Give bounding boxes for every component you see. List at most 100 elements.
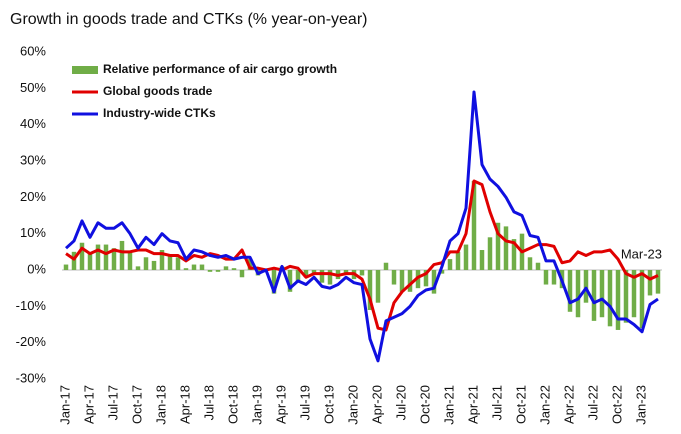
x-tick-label: Oct-21 [513, 385, 528, 424]
x-tick-label: Jan-18 [153, 385, 168, 425]
bar [327, 270, 333, 285]
bar [119, 240, 125, 270]
bar [631, 270, 637, 318]
bar [655, 270, 661, 294]
bar [303, 270, 309, 278]
x-tick-label: Jan-21 [441, 385, 456, 425]
bar [63, 264, 69, 270]
bar [183, 268, 189, 270]
bar [111, 248, 117, 270]
x-tick-label: Apr-18 [177, 385, 192, 424]
bar [487, 237, 493, 270]
bar [343, 270, 349, 274]
bar [159, 250, 165, 270]
bar [167, 255, 173, 270]
bar [575, 270, 581, 318]
legend-swatch [72, 66, 98, 74]
bar [591, 270, 597, 321]
bar [471, 180, 477, 270]
y-tick-label: 40% [20, 116, 46, 131]
bar [551, 270, 557, 285]
bar [271, 270, 277, 294]
bar [447, 259, 453, 270]
bar [423, 270, 429, 287]
bar [223, 266, 229, 270]
x-tick-label: Jul-22 [585, 385, 600, 420]
bar [215, 270, 221, 272]
x-tick-label: Oct-18 [225, 385, 240, 424]
x-tick-label: Oct-19 [321, 385, 336, 424]
bar [151, 260, 157, 270]
bar [311, 270, 317, 274]
bar [407, 270, 413, 292]
bar [207, 270, 213, 272]
y-tick-label: -10% [16, 298, 47, 313]
y-tick-label: 50% [20, 80, 46, 95]
bar [135, 266, 141, 270]
bar [503, 226, 509, 270]
bar [495, 222, 501, 270]
bar [431, 270, 437, 294]
bar [615, 270, 621, 330]
bar [639, 270, 645, 329]
bar [535, 262, 541, 270]
line [64, 90, 659, 363]
y-tick-label: 20% [20, 189, 46, 204]
bar [103, 244, 109, 270]
x-tick-label: Jan-23 [633, 385, 648, 425]
bar [567, 270, 573, 312]
y-tick-label: -30% [16, 370, 47, 385]
x-tick-label: Jan-22 [537, 385, 552, 425]
bar [607, 270, 613, 327]
x-tick-label: Oct-20 [417, 385, 432, 424]
bar [647, 270, 653, 296]
bar [583, 270, 589, 303]
x-tick-label: Jul-20 [393, 385, 408, 420]
y-tick-label: 60% [20, 43, 46, 58]
bar [143, 257, 149, 270]
bar [375, 270, 381, 303]
bar [87, 253, 93, 270]
y-tick-label: 30% [20, 152, 46, 167]
x-tick-label: Apr-20 [369, 385, 384, 424]
bar [127, 251, 133, 270]
y-tick-label: -20% [16, 334, 47, 349]
bar [439, 270, 445, 274]
bar [391, 270, 397, 285]
bar [479, 250, 485, 270]
bar [71, 251, 77, 270]
chart-title: Growth in goods trade and CTKs (% year-o… [10, 11, 367, 28]
x-tick-label: Oct-22 [609, 385, 624, 424]
x-tick-label: Jul-17 [105, 385, 120, 420]
bar [463, 244, 469, 270]
legend-label: Industry-wide CTKs [103, 106, 216, 120]
bar [287, 270, 293, 292]
x-tick-label: Apr-19 [273, 385, 288, 424]
y-tick-label: 0% [27, 261, 46, 276]
line [65, 179, 659, 332]
bar [319, 270, 325, 283]
x-tick-label: Jul-19 [297, 385, 312, 420]
bar [231, 268, 237, 270]
bar [199, 264, 205, 270]
bar [599, 270, 605, 318]
x-tick-label: Apr-22 [561, 385, 576, 424]
x-tick-label: Jan-17 [57, 385, 72, 425]
x-tick-label: Jan-20 [345, 385, 360, 425]
bar [359, 270, 365, 276]
x-tick-label: Jan-19 [249, 385, 264, 425]
bar [543, 270, 549, 285]
bar [239, 270, 245, 278]
legend-label: Relative performance of air cargo growth [103, 62, 337, 76]
annotation: Mar-23 [621, 246, 662, 261]
x-tick-label: Apr-17 [81, 385, 96, 424]
bar [191, 264, 197, 270]
bar [79, 242, 85, 270]
bar [455, 251, 461, 270]
bar [295, 270, 301, 283]
y-tick-label: 10% [20, 225, 46, 240]
bar [95, 244, 101, 270]
x-tick-label: Apr-21 [465, 385, 480, 424]
